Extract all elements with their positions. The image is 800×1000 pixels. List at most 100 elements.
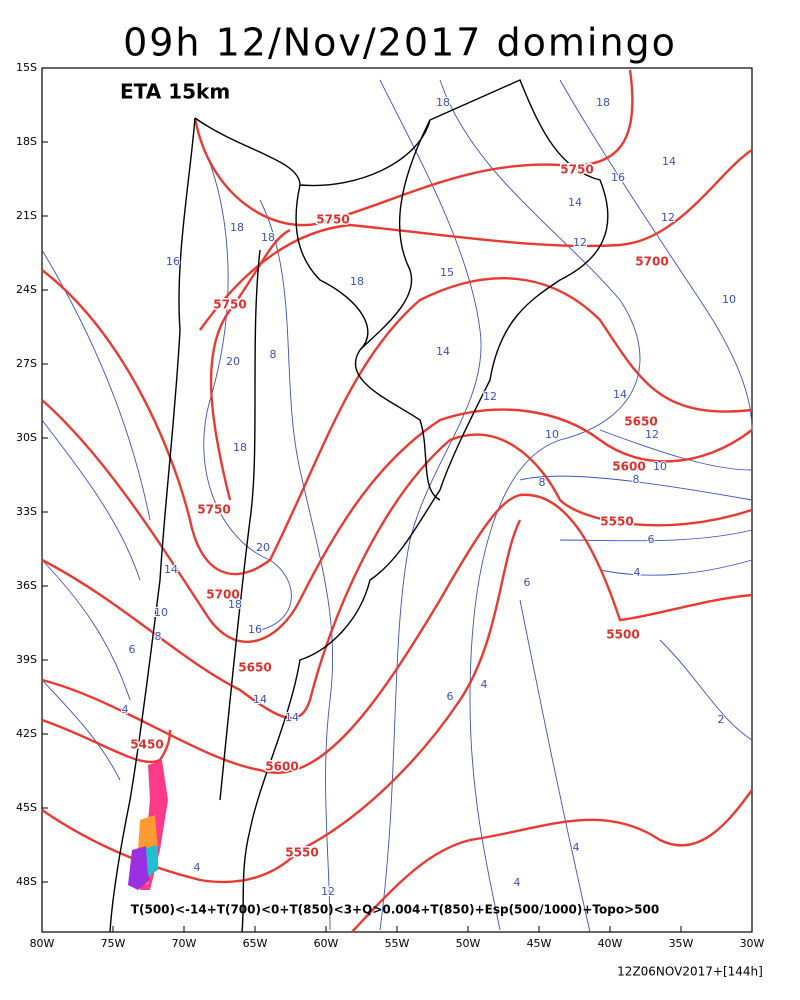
height-label: 5750 [560,163,593,177]
height-label: 5650 [624,415,657,429]
thickness-label: 14 [285,711,299,724]
labels: ETA 15km T(500)<-14+T(700)<0+T(850)<3+Q>… [16,61,765,979]
height-label: 5500 [606,628,639,642]
thickness-label: 4 [194,861,201,874]
contour-line [41,433,753,720]
lat-label: 45S [16,801,37,814]
height-label: 5700 [206,588,239,602]
thickness-label: 14 [613,388,627,401]
contour-line [209,228,291,501]
height-label: 5600 [612,460,645,474]
lon-label: 40W [598,937,623,950]
contour-line [193,69,634,227]
precip-shading [128,760,168,890]
thickness-label: 15 [440,266,454,279]
thickness-label: 6 [648,533,655,546]
lon-label: 80W [30,937,55,950]
model-label: ETA 15km [120,80,230,104]
thickness-label: 8 [155,630,162,643]
lat-label: 36S [16,579,37,592]
border [219,119,441,801]
lat-label: 15S [16,61,37,74]
thickness-label: 18 [596,96,610,109]
thickness-label: 14 [662,155,676,168]
thickness-label: 16 [166,255,180,268]
coastline [194,79,609,933]
lon-label: 45W [527,937,552,950]
lon-label: 70W [172,937,197,950]
thickness-label: 12 [645,428,659,441]
thickness-label: 16 [611,171,625,184]
contour-line [439,79,641,931]
thickness-contours [41,79,753,933]
thickness-label: 10 [154,606,168,619]
thickness-label: 10 [722,293,736,306]
thickness-label: 4 [481,678,488,691]
thickness-label: 4 [573,841,580,854]
lat-label: 30S [16,431,37,444]
thickness-label: 2 [718,713,725,726]
shade [146,845,158,876]
lat-label: 27S [16,357,37,370]
thickness-label: 6 [524,576,531,589]
height-label: 5750 [213,298,246,312]
lon-label: 75W [101,937,126,950]
thickness-label: 14 [164,563,178,576]
coastline [109,117,196,933]
thickness-label: 18 [228,598,242,611]
thickness-label: 10 [653,460,667,473]
thickness-label: 10 [545,428,559,441]
shade [128,846,150,890]
thickness-label: 20 [226,355,240,368]
thickness-label: 8 [633,473,640,486]
lat-label: 48S [16,875,37,888]
title: 09h 12/Nov/2017 domingo [123,21,677,65]
height-label: 5750 [197,503,230,517]
contour-line [41,559,131,701]
thickness-label: 6 [447,690,454,703]
height-label: 5450 [130,738,163,752]
thickness-label: 20 [256,541,270,554]
lon-label: 35W [669,937,694,950]
run-info: 12Z06NOV2017+[144h] [617,965,763,979]
contour-line [519,599,753,933]
lat-label: 21S [16,209,37,222]
contour-line [351,789,753,933]
contour-line [41,399,753,643]
lat-label: 39S [16,653,37,666]
thickness-label: 12 [321,885,335,898]
thickness-label: 4 [514,876,521,889]
lat-label: 18S [16,135,37,148]
thickness-label: 12 [661,211,675,224]
lat-label: 24S [16,283,37,296]
thickness-label: 18 [261,231,275,244]
thickness-label: 14 [253,693,267,706]
lon-label: 65W [243,937,268,950]
lon-label: 50W [456,937,481,950]
thickness-label: 12 [483,390,497,403]
thickness-label: 18 [436,96,450,109]
height-label: 5650 [238,661,271,675]
contour-line [41,419,141,581]
contour-line [41,493,753,774]
thickness-label: 14 [436,345,450,358]
contour-line [41,249,151,521]
thickness-label: 16 [248,623,262,636]
lon-label: 55W [385,937,410,950]
legend-note: T(500)<-14+T(700)<0+T(850)<3+Q>0.004+T(8… [131,903,659,917]
thickness-label: 4 [122,703,129,716]
thickness-label: 14 [568,196,582,209]
height-label: 5700 [635,255,668,269]
lon-label: 60W [314,937,339,950]
thickness-label: 12 [573,236,587,249]
height-contours [41,69,753,933]
lat-label: 42S [16,727,37,740]
lon-label: 30W [740,937,765,950]
thickness-label: 18 [230,221,244,234]
thickness-label: 8 [539,476,546,489]
lat-label: 33S [16,505,37,518]
contour-line [259,199,334,931]
